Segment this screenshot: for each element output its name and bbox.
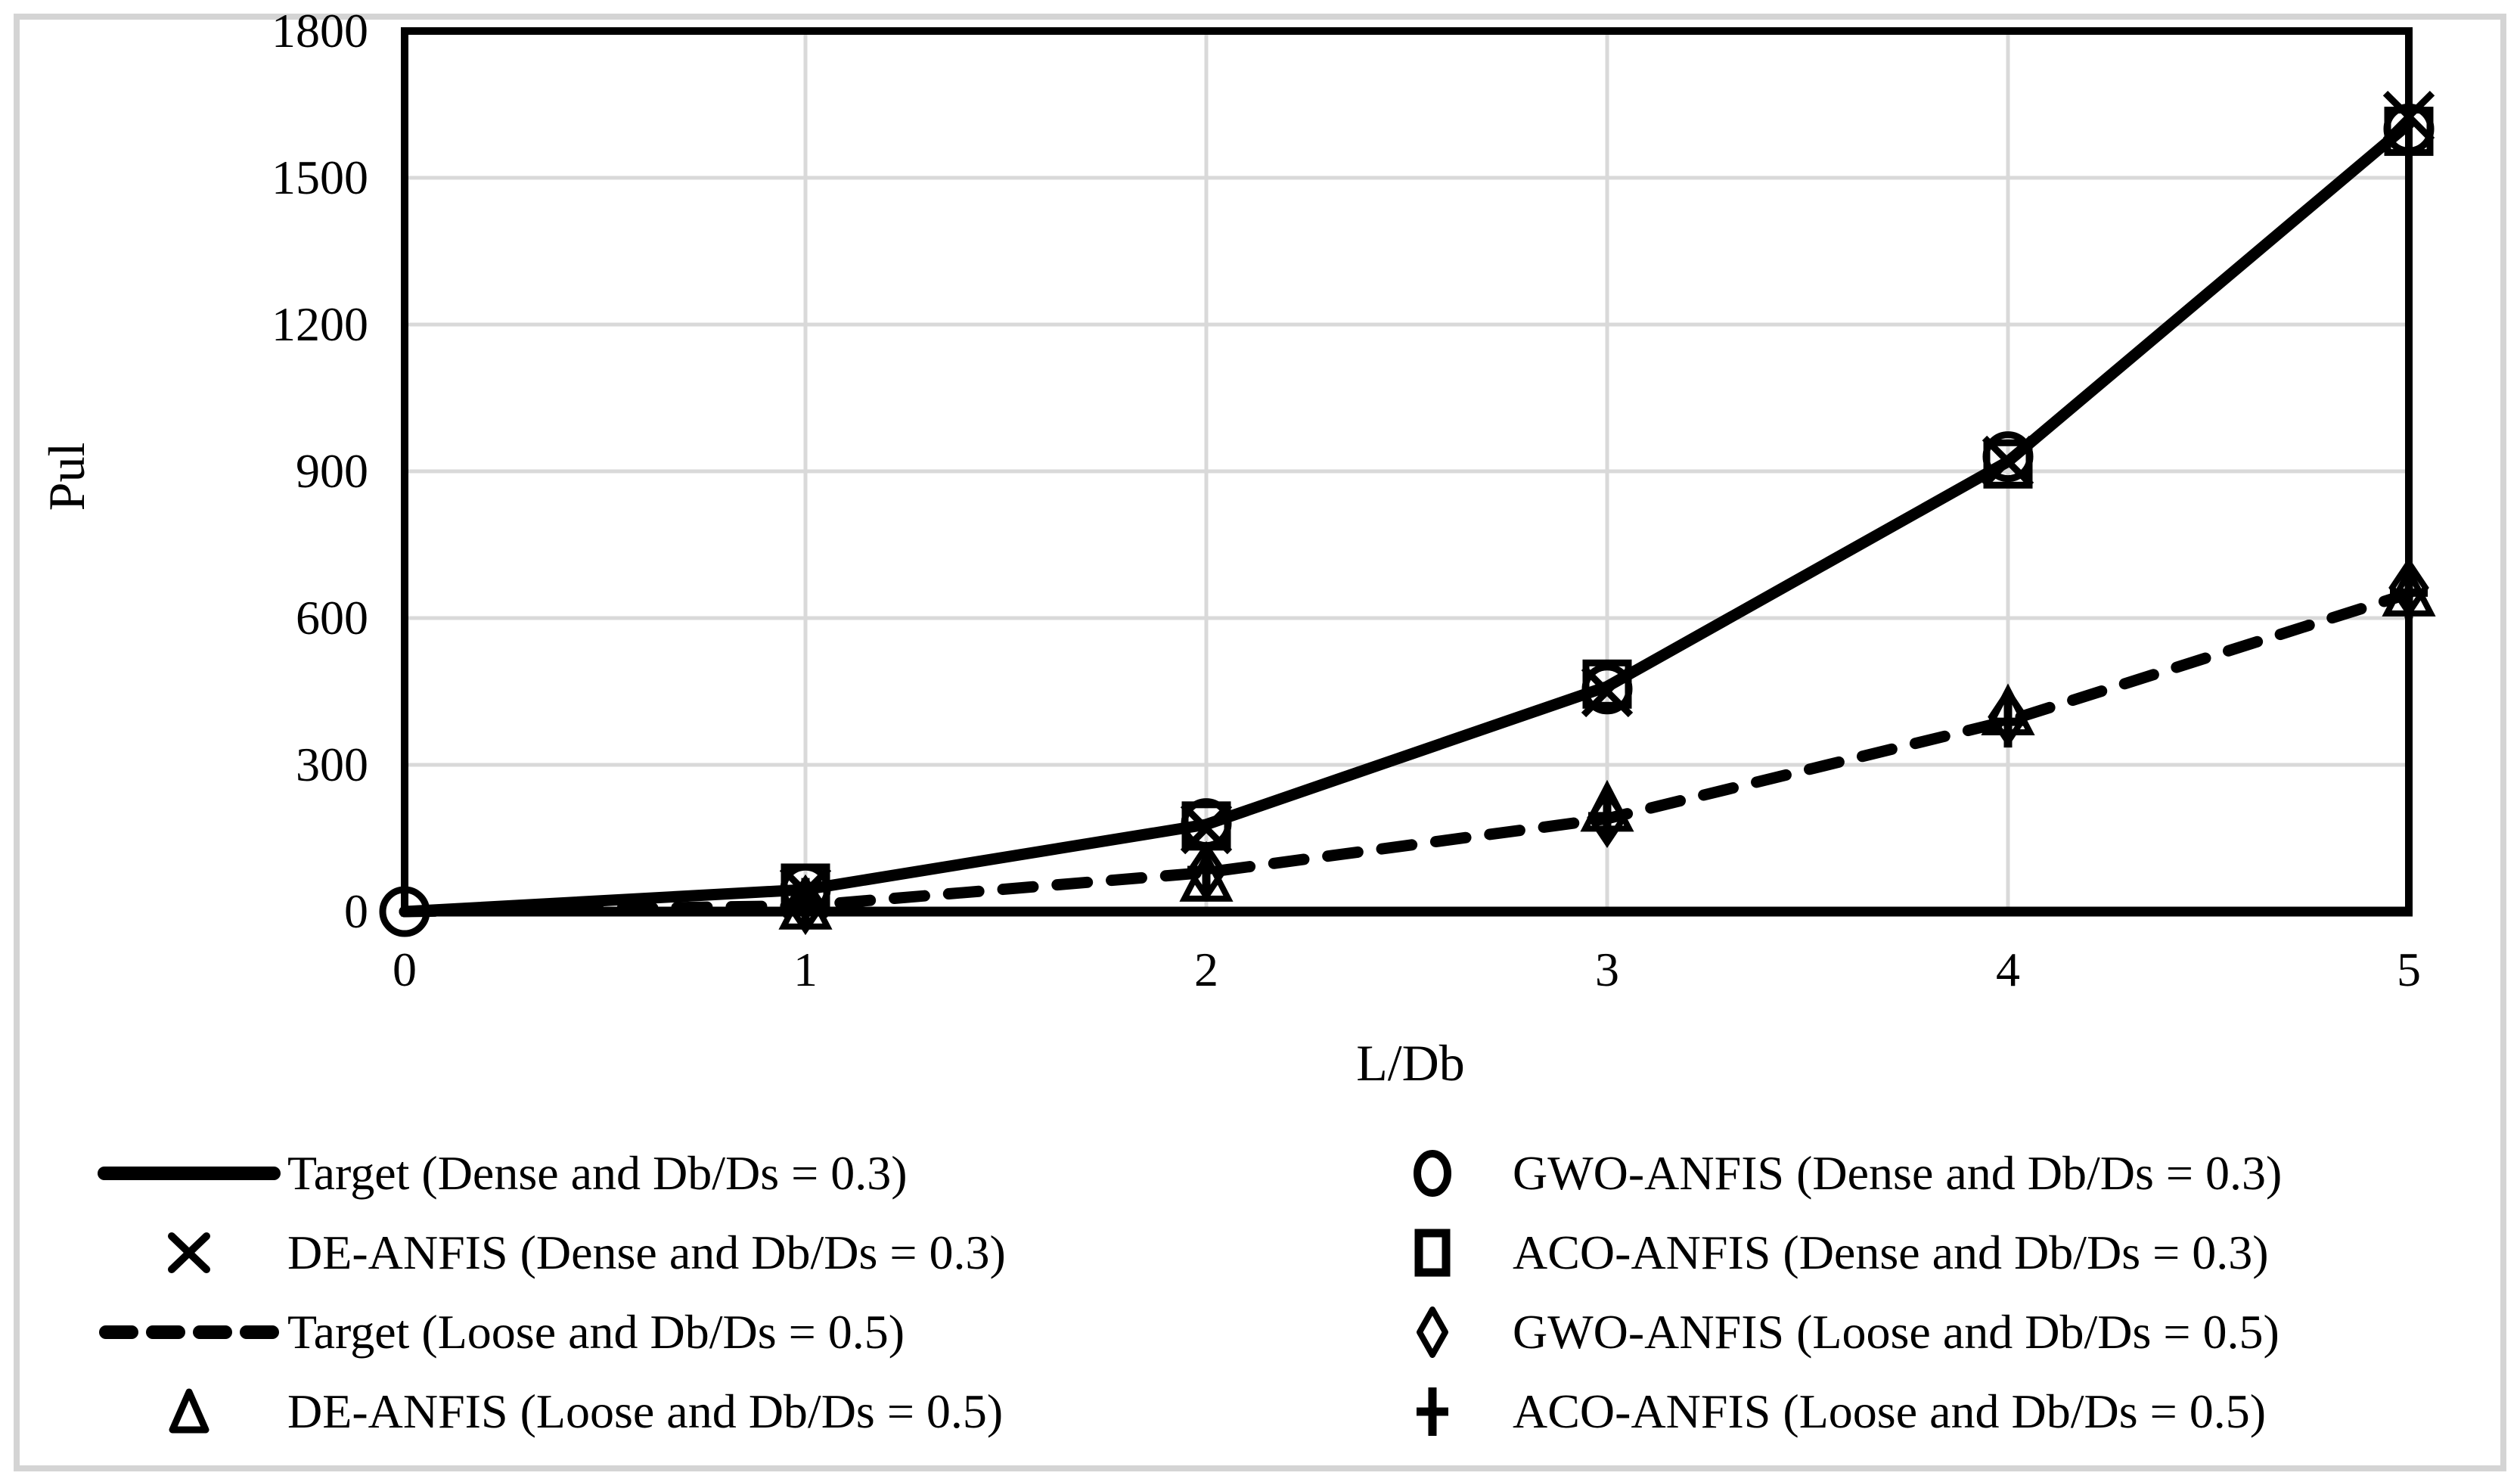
- y-tick-label: 0: [344, 884, 368, 938]
- y-tick-label: 1200: [272, 297, 368, 351]
- x-tick-label: 5: [2397, 943, 2421, 996]
- legend-right-column: GWO-ANFIS (Dense and Db/Ds = 0.3) ACO-AN…: [1352, 1133, 2282, 1451]
- legend-item-de-anfis-loose: DE-ANFIS (Loose and Db/Ds = 0.5): [89, 1372, 1006, 1451]
- legend-left-column: Target (Dense and Db/Ds = 0.3) DE-ANFIS …: [89, 1133, 1006, 1451]
- circle-marker-icon: [1352, 1143, 1513, 1204]
- triangle-marker: [1179, 850, 1234, 902]
- square-marker-icon: [1352, 1223, 1513, 1283]
- legend-item-aco-anfis-loose: ACO-ANFIS (Loose and Db/Ds = 0.5): [1352, 1372, 2282, 1451]
- y-tick-label: 300: [296, 738, 368, 791]
- y-tick-label: 600: [296, 591, 368, 645]
- y-tick-label: 1500: [272, 151, 368, 204]
- x-marker-icon: [89, 1223, 287, 1283]
- series-markers: [787, 567, 2428, 930]
- dashed-line-swatch-icon: [89, 1302, 287, 1362]
- x-tick-label: 2: [1194, 943, 1218, 996]
- circle-marker: [1982, 431, 2034, 483]
- legend-label: ACO-ANFIS (Loose and Db/Ds = 0.5): [1513, 1384, 2267, 1438]
- x-marker: [1982, 435, 2034, 488]
- legend-label: Target (Loose and Db/Ds = 0.5): [287, 1304, 905, 1359]
- series-line-solid: [399, 118, 2415, 918]
- x-marker: [1581, 665, 1634, 718]
- legend-label: Target (Dense and Db/Ds = 0.3): [287, 1145, 908, 1200]
- x-marker: [1180, 802, 1233, 855]
- diamond-marker-icon: [1352, 1302, 1513, 1362]
- diamond-marker: [785, 874, 826, 936]
- x-marker: [2382, 90, 2435, 143]
- x-tick-label: 3: [1595, 943, 1619, 996]
- x-axis-title: L/Db: [1356, 1034, 1465, 1092]
- x-tick-label: 0: [393, 943, 417, 996]
- legend-label: DE-ANFIS (Loose and Db/Ds = 0.5): [287, 1384, 1004, 1438]
- legend-item-target-dense: Target (Dense and Db/Ds = 0.3): [89, 1133, 1006, 1213]
- circle-marker: [379, 886, 430, 937]
- legend-item-aco-anfis-dense: ACO-ANFIS (Dense and Db/Ds = 0.3): [1352, 1213, 2282, 1292]
- plus-marker-icon: [1352, 1381, 1513, 1442]
- gridlines: [405, 31, 2409, 912]
- circle-marker: [2383, 103, 2435, 154]
- legend-item-gwo-anfis-loose: GWO-ANFIS (Loose and Db/Ds = 0.5): [1352, 1292, 2282, 1372]
- x-tick-label: 4: [1996, 943, 2020, 996]
- legend-label: ACO-ANFIS (Dense and Db/Ds = 0.3): [1513, 1225, 2269, 1279]
- y-tick-label: 1800: [272, 4, 368, 57]
- legend-item-target-loose: Target (Loose and Db/Ds = 0.5): [89, 1292, 1006, 1372]
- circle-marker: [1581, 663, 1633, 715]
- legend-item-gwo-anfis-dense: GWO-ANFIS (Dense and Db/Ds = 0.3): [1352, 1133, 2282, 1213]
- legend-label: DE-ANFIS (Dense and Db/Ds = 0.3): [287, 1225, 1006, 1279]
- legend-label: GWO-ANFIS (Dense and Db/Ds = 0.3): [1513, 1145, 2283, 1200]
- series-line-dashed: [399, 588, 2415, 918]
- triangle-marker-icon: [89, 1381, 287, 1442]
- series-markers: [379, 103, 2435, 937]
- legend-item-de-anfis-dense: DE-ANFIS (Dense and Db/Ds = 0.3): [89, 1213, 1006, 1292]
- y-tick-label: 900: [296, 444, 368, 498]
- solid-line-swatch-icon: [89, 1143, 287, 1204]
- legend-label: GWO-ANFIS (Loose and Db/Ds = 0.5): [1513, 1304, 2279, 1359]
- x-tick-label: 1: [793, 943, 818, 996]
